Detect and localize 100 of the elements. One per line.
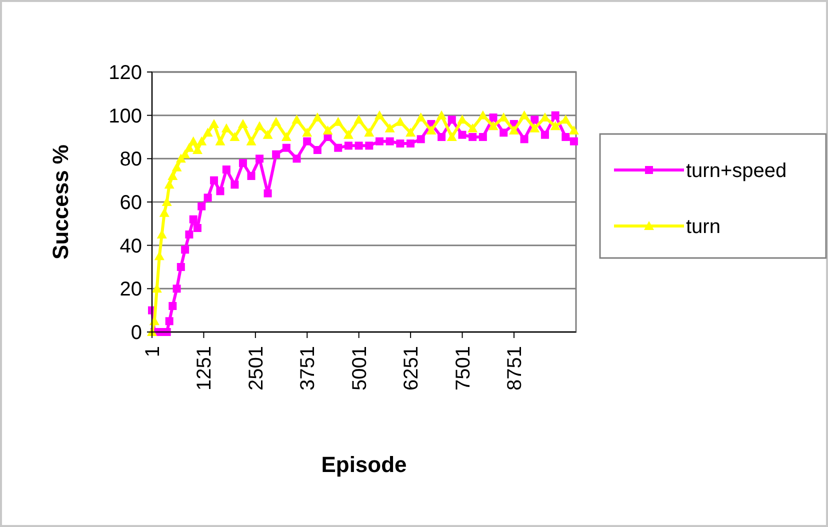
y-tick-label: 100 — [108, 105, 142, 128]
point — [562, 133, 570, 141]
y-tick-label: 20 — [120, 278, 142, 301]
point — [426, 126, 436, 134]
point — [374, 110, 384, 120]
point — [272, 150, 280, 158]
legend-label: turn+speed — [686, 160, 787, 182]
y-tick-label: 60 — [120, 192, 142, 214]
point — [172, 284, 181, 293]
point — [468, 133, 477, 141]
x-tick-label: 8751 — [504, 346, 526, 390]
y-tick-label: 80 — [120, 148, 142, 171]
point — [172, 162, 182, 172]
point — [519, 110, 530, 120]
point — [215, 136, 226, 146]
point — [343, 130, 354, 139]
y-axis-title: Success % — [48, 144, 73, 260]
point — [396, 140, 404, 148]
point — [209, 119, 220, 128]
y-tick-label: 120 — [108, 62, 142, 84]
point — [354, 114, 364, 124]
point — [406, 140, 415, 148]
point — [162, 197, 172, 206]
point — [560, 114, 571, 124]
point — [364, 128, 374, 137]
point — [498, 112, 509, 122]
point — [313, 146, 322, 154]
point — [271, 116, 282, 126]
x-tick-label: 3751 — [297, 346, 320, 390]
point — [168, 171, 178, 180]
point — [386, 137, 394, 146]
point — [500, 128, 508, 137]
x-tick-label: 5001 — [348, 346, 371, 390]
point — [446, 132, 457, 141]
point — [176, 263, 185, 271]
point — [204, 194, 212, 202]
point — [230, 180, 239, 189]
point — [230, 132, 240, 141]
x-tick-label: 2501 — [245, 346, 268, 390]
x-tick-label: 6251 — [400, 346, 423, 390]
point — [375, 137, 384, 146]
point — [406, 128, 416, 137]
point — [281, 132, 292, 141]
point — [184, 142, 194, 152]
point — [202, 128, 213, 137]
point — [188, 136, 198, 146]
point — [478, 133, 487, 141]
point — [238, 119, 248, 128]
point — [180, 149, 190, 158]
point — [210, 176, 218, 184]
point — [458, 130, 466, 139]
point — [282, 144, 290, 152]
point — [192, 145, 202, 154]
point — [520, 135, 528, 144]
point — [165, 317, 174, 326]
point — [181, 246, 190, 254]
point — [312, 112, 322, 122]
point — [365, 142, 374, 150]
point — [246, 136, 256, 146]
point — [551, 111, 560, 120]
point — [570, 137, 578, 146]
x-tick-label: 1 — [142, 346, 164, 358]
point — [159, 208, 170, 217]
point — [457, 114, 468, 124]
point — [436, 110, 447, 120]
point — [540, 112, 550, 122]
point — [185, 230, 194, 238]
point — [193, 224, 202, 232]
point — [568, 126, 579, 134]
point — [189, 215, 198, 224]
point — [302, 128, 312, 137]
y-tick-label: 40 — [120, 235, 142, 258]
point — [540, 130, 549, 139]
point — [416, 135, 425, 144]
point — [416, 112, 426, 122]
x-tick-label: 7501 — [452, 346, 474, 390]
point — [334, 144, 342, 152]
point — [247, 172, 256, 180]
point — [448, 116, 456, 124]
point — [322, 126, 333, 134]
point — [254, 121, 265, 130]
x-tick-label: 1251 — [194, 346, 216, 390]
point — [384, 123, 395, 132]
point — [221, 123, 232, 132]
legend-label: turn — [686, 216, 720, 238]
point — [303, 137, 312, 146]
point — [256, 154, 264, 163]
point — [550, 121, 560, 130]
point — [478, 110, 488, 120]
point — [438, 133, 446, 141]
point — [198, 202, 206, 210]
point — [264, 189, 272, 198]
point — [292, 114, 302, 124]
point — [333, 116, 344, 126]
point — [530, 123, 540, 132]
point — [354, 142, 363, 150]
point — [468, 123, 478, 132]
point — [222, 166, 230, 174]
point — [156, 230, 167, 238]
x-axis-title: Episode — [321, 452, 407, 477]
